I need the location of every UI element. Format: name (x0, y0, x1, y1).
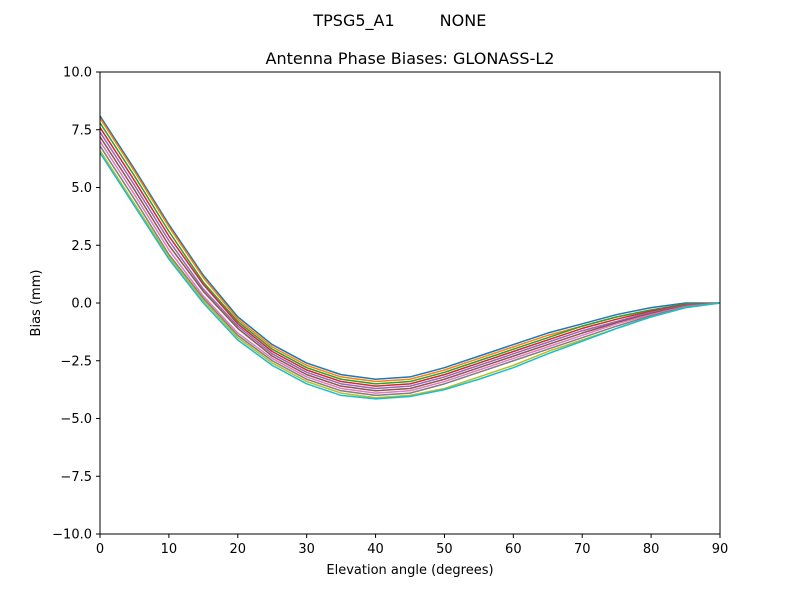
series-line-5 (99, 131, 721, 390)
series-line-4 (99, 127, 721, 387)
suptitle-radome: NONE (440, 11, 487, 30)
y-axis-label: Bias (mm) (29, 270, 44, 337)
y-tick-label: 0.0 (71, 297, 92, 312)
y-tick-label: −2.5 (60, 354, 92, 369)
y-tick-label: −5.0 (60, 412, 92, 427)
series-line-7 (99, 140, 721, 394)
y-tick-label: 7.5 (71, 123, 92, 138)
x-axis-label: Elevation angle (degrees) (326, 563, 493, 578)
x-tick-label: 20 (230, 542, 247, 557)
series-line-1 (99, 115, 720, 380)
series-line-8 (99, 145, 721, 397)
chart-title: Antenna Phase Biases: GLONASS-L2 (266, 49, 555, 68)
x-tick-label: 70 (574, 542, 591, 557)
series-line-10 (99, 152, 721, 400)
series-group (99, 115, 721, 400)
x-tick-label: 90 (712, 542, 729, 557)
y-axis: 10.0 7.5 5.0 2.5 0.0 −2.5 −5.0 −7.5 −10.0 (52, 66, 100, 543)
y-tick-label: −7.5 (60, 470, 92, 485)
y-tick-label: 5.0 (71, 181, 92, 196)
suptitle-antenna: TPSG5_A1 (312, 11, 394, 31)
series-line-3 (99, 122, 721, 385)
x-axis: 0 10 20 30 40 50 60 70 80 90 (96, 534, 728, 557)
x-tick-label: 30 (298, 542, 315, 557)
y-tick-label: −10.0 (52, 528, 92, 543)
x-tick-label: 40 (367, 542, 384, 557)
x-tick-label: 60 (505, 542, 522, 557)
x-tick-label: 80 (643, 542, 660, 557)
y-tick-label: 2.5 (71, 239, 92, 254)
x-tick-label: 10 (161, 542, 178, 557)
x-tick-label: 0 (96, 542, 104, 557)
series-line-6 (99, 136, 721, 392)
y-tick-label: 10.0 (63, 66, 92, 81)
x-tick-label: 50 (436, 542, 453, 557)
